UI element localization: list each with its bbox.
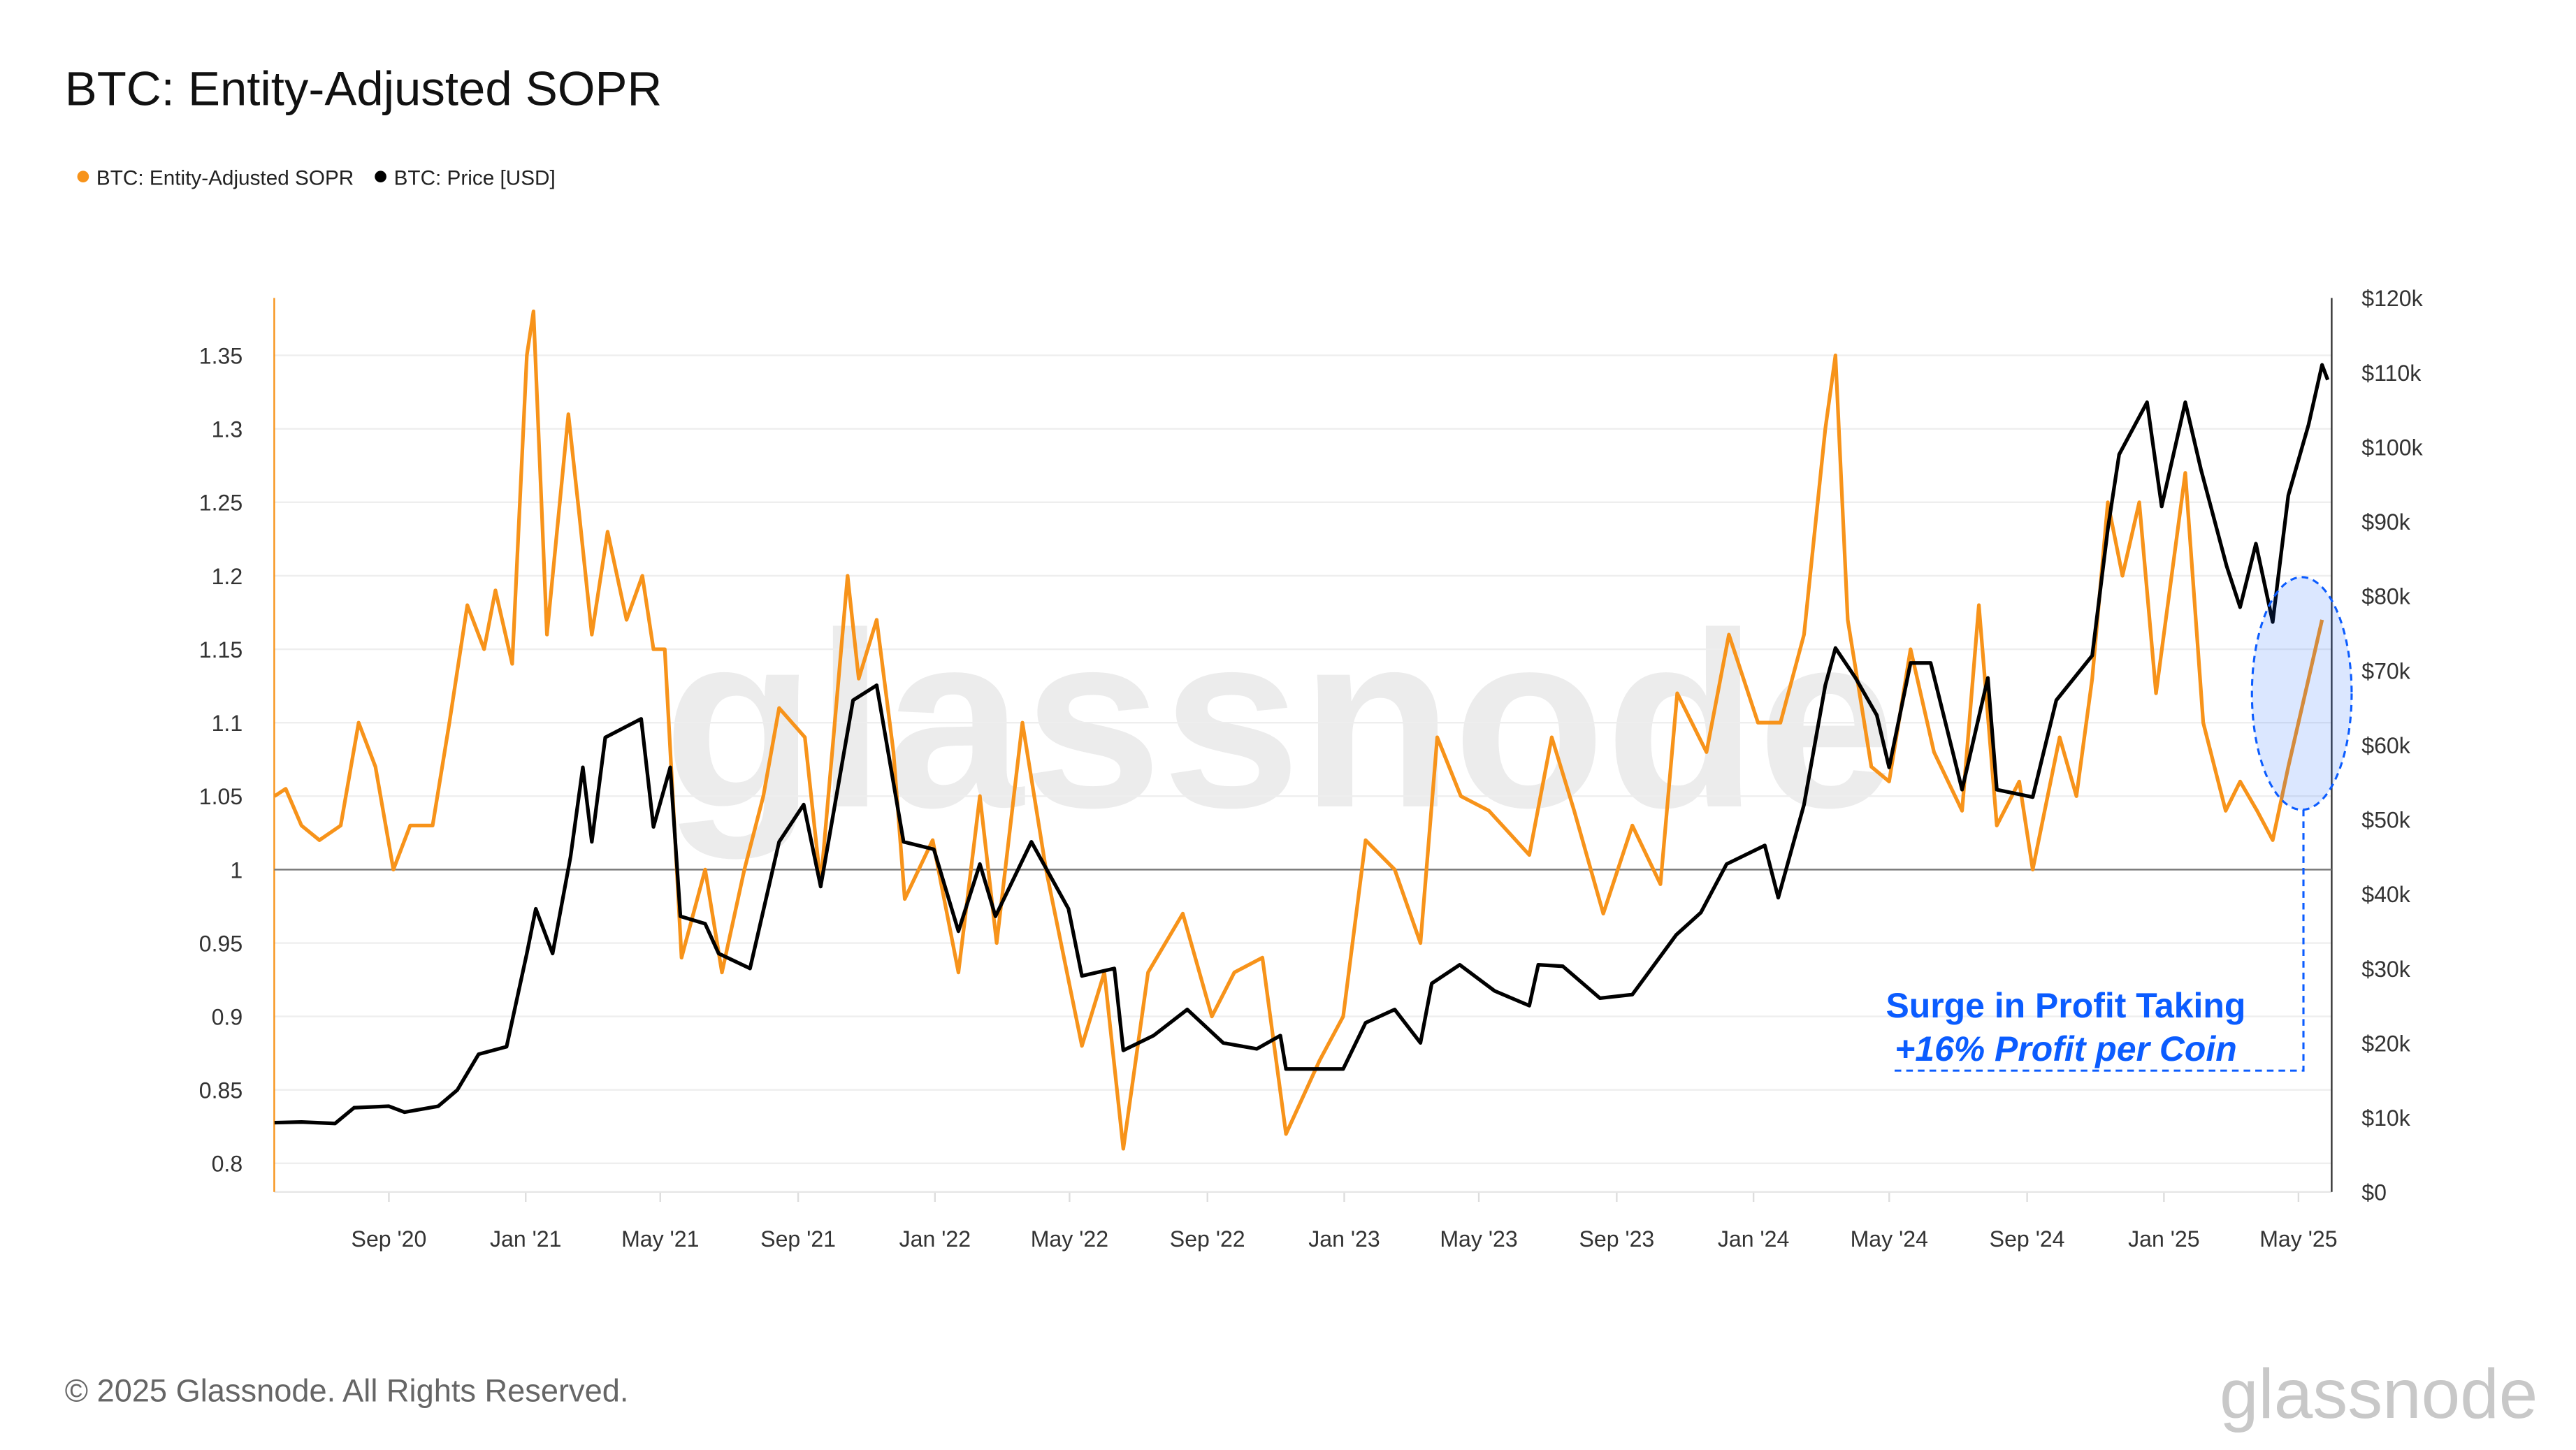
x-tick-label: Jan '24	[1718, 1226, 1790, 1252]
legend-dot-price	[375, 171, 386, 183]
y-left-tick-label: 1.3	[212, 417, 243, 442]
y-left-tick-label: 0.9	[212, 1005, 243, 1030]
annotation-leader	[1891, 809, 2305, 1072]
x-tick-label: May '22	[1031, 1226, 1108, 1252]
x-tick-label: May '21	[621, 1226, 699, 1252]
price-line	[274, 363, 2330, 1126]
x-tick-label: Jan '21	[490, 1226, 562, 1252]
annotation-line2: +16% Profit per Coin	[1895, 1029, 2237, 1068]
x-tick-label: Sep '20	[352, 1226, 427, 1252]
y-left-tick-label: 1.05	[199, 784, 243, 809]
y-left-tick-label: 1.35	[199, 344, 243, 369]
y-right-tick-label: $20k	[2361, 1031, 2411, 1056]
y-left-tick-label: 1	[230, 857, 243, 883]
x-tick-label: Sep '22	[1170, 1226, 1245, 1252]
y-right-tick-label: $100k	[2361, 435, 2423, 460]
y-right-tick-label: $110k	[2361, 361, 2422, 386]
annotation-ellipse	[2250, 576, 2353, 811]
y-left-tick-label: 0.95	[199, 931, 243, 956]
x-tick-label: May '24	[1851, 1226, 1928, 1252]
y-right-tick-label: $30k	[2361, 957, 2411, 982]
copyright: © 2025 Glassnode. All Rights Reserved.	[65, 1372, 629, 1408]
x-tick-label: May '25	[2259, 1226, 2337, 1252]
series-lines	[273, 309, 2330, 1151]
legend-label-price[interactable]: BTC: Price [USD]	[394, 167, 556, 190]
x-tick-label: Sep '21	[760, 1226, 836, 1252]
x-tick-label: May '23	[1440, 1226, 1517, 1252]
y-left-tick-label: 1.25	[199, 491, 243, 516]
y-right-tick-label: $10k	[2361, 1105, 2411, 1131]
y-left-tick-label: 1.2	[212, 564, 243, 589]
x-tick-label: Jan '25	[2128, 1226, 2200, 1252]
y-right-tick-label: $0	[2361, 1180, 2387, 1205]
annotation: Surge in Profit Taking +16% Profit per C…	[1886, 576, 2353, 1072]
legend: BTC: Entity-Adjusted SOPR BTC: Price [US…	[77, 167, 556, 190]
y-right-tick-label: $80k	[2361, 584, 2411, 609]
y-right-tick-label: $70k	[2361, 658, 2411, 683]
y-right-tick-label: $40k	[2361, 882, 2411, 907]
legend-dot-sopr	[77, 171, 89, 183]
x-tick-label: Jan '22	[899, 1226, 971, 1252]
x-tick-label: Sep '24	[1990, 1226, 2065, 1252]
x-tick-label: Sep '23	[1579, 1226, 1654, 1252]
y-right-tick-label: $50k	[2361, 808, 2411, 833]
glassnode-logo: glassnode	[2220, 1356, 2538, 1433]
legend-label-sopr[interactable]: BTC: Entity-Adjusted SOPR	[96, 167, 354, 190]
y-left-tick-label: 0.85	[199, 1078, 243, 1103]
y-left-tick-label: 1.1	[212, 711, 243, 736]
chart-title: BTC: Entity-Adjusted SOPR	[65, 61, 663, 115]
annotation-line1: Surge in Profit Taking	[1886, 986, 2245, 1025]
y-right-tick-label: $120k	[2361, 286, 2423, 311]
y-left-tick-label: 0.8	[212, 1152, 243, 1177]
y-left-tick-label: 1.15	[199, 637, 243, 662]
y-right-tick-label: $60k	[2361, 733, 2411, 758]
x-tick-label: Jan '23	[1308, 1226, 1380, 1252]
axes: 0.8 0.85 0.9 0.95 1 1.05 1.1 1.15 1.2 1.25 1.3 1.35…	[199, 286, 2424, 1252]
y-right-tick-label: $90k	[2361, 509, 2411, 535]
